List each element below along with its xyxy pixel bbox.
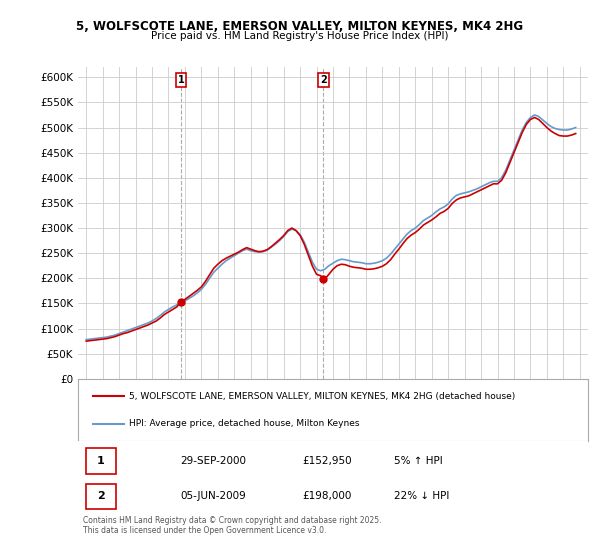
Text: £198,000: £198,000 xyxy=(302,491,352,501)
FancyBboxPatch shape xyxy=(86,484,116,509)
Text: 1: 1 xyxy=(178,74,184,85)
Text: 5% ↑ HPI: 5% ↑ HPI xyxy=(394,456,443,466)
Text: 2: 2 xyxy=(320,74,327,85)
Text: 5, WOLFSCOTE LANE, EMERSON VALLEY, MILTON KEYNES, MK4 2HG (detached house): 5, WOLFSCOTE LANE, EMERSON VALLEY, MILTO… xyxy=(129,392,515,401)
Text: 05-JUN-2009: 05-JUN-2009 xyxy=(180,491,246,501)
Text: Contains HM Land Registry data © Crown copyright and database right 2025.
This d: Contains HM Land Registry data © Crown c… xyxy=(83,516,382,535)
Text: 2: 2 xyxy=(97,491,105,501)
FancyBboxPatch shape xyxy=(86,448,116,474)
Text: 22% ↓ HPI: 22% ↓ HPI xyxy=(394,491,449,501)
Text: 1: 1 xyxy=(97,456,105,466)
Text: 5, WOLFSCOTE LANE, EMERSON VALLEY, MILTON KEYNES, MK4 2HG: 5, WOLFSCOTE LANE, EMERSON VALLEY, MILTO… xyxy=(76,20,524,32)
Text: Price paid vs. HM Land Registry's House Price Index (HPI): Price paid vs. HM Land Registry's House … xyxy=(151,31,449,41)
Text: HPI: Average price, detached house, Milton Keynes: HPI: Average price, detached house, Milt… xyxy=(129,419,359,428)
Text: £152,950: £152,950 xyxy=(302,456,352,466)
Text: 29-SEP-2000: 29-SEP-2000 xyxy=(180,456,246,466)
